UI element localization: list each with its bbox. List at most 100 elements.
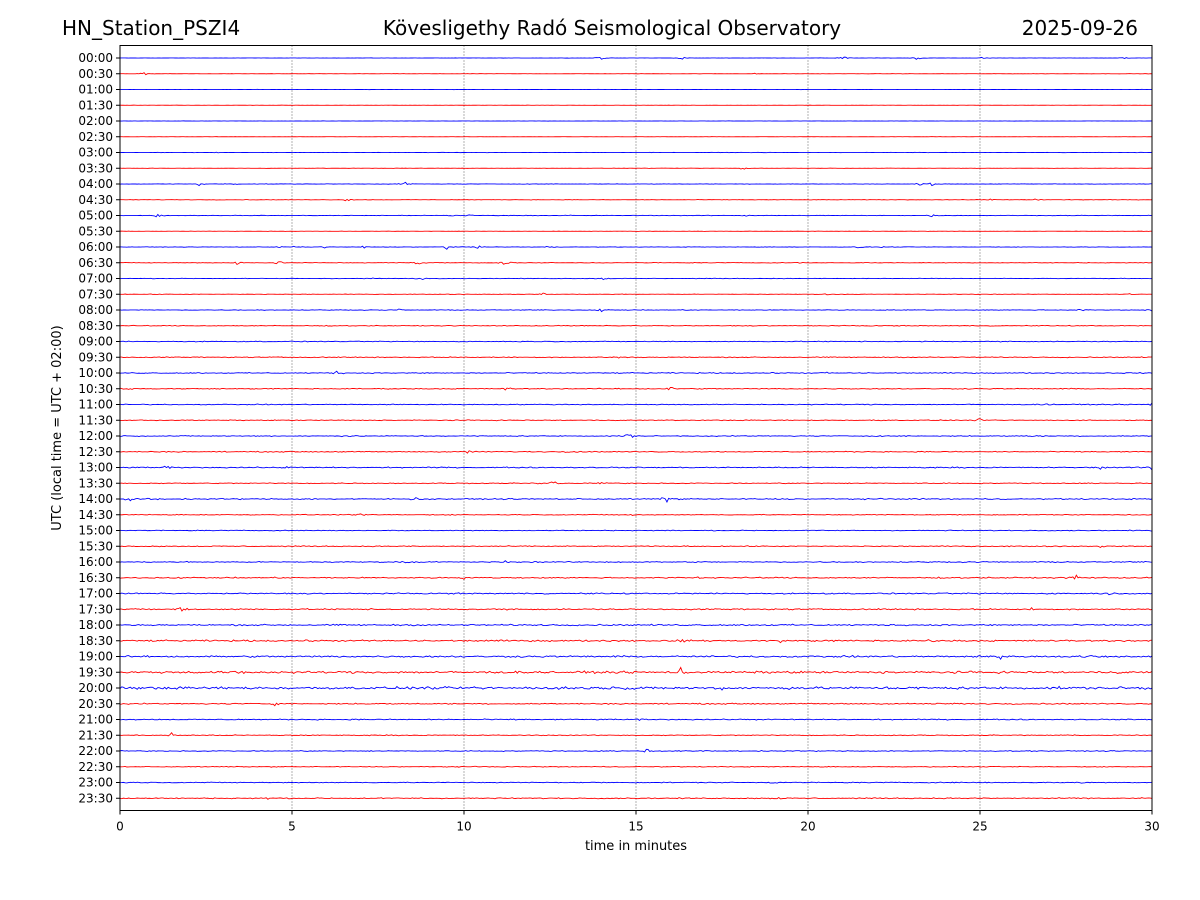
y-tick-label: 00:00 (78, 51, 113, 65)
seismogram-trace-2030 (119, 702, 1153, 707)
seismogram-trace-1600 (119, 560, 1153, 564)
seismogram-trace-0600 (119, 245, 1153, 250)
seismogram-trace-1030 (119, 387, 1152, 391)
plot-frame (119, 45, 1153, 811)
y-tick-label: 17:00 (78, 587, 113, 601)
y-tick-label: 08:00 (78, 303, 113, 317)
y-tick-label: 01:30 (78, 98, 113, 112)
y-tick-label: 05:30 (78, 224, 113, 238)
seismogram-trace-1100 (119, 402, 1153, 406)
y-tick-label: 06:00 (78, 240, 113, 254)
y-tick-label: 03:30 (78, 161, 113, 175)
seismogram-trace-1830 (119, 638, 1153, 644)
seismogram-trace-2000 (119, 685, 1153, 691)
y-tick-label: 07:00 (78, 272, 113, 286)
y-tick-label: 21:30 (78, 728, 113, 742)
seismogram-trace-0000 (119, 56, 1152, 60)
seismogram-trace-1230 (119, 450, 1153, 454)
seismogram-trace-2230 (119, 765, 1153, 768)
seismogram-trace-1000 (119, 370, 1153, 375)
y-tick-label: 09:30 (78, 350, 113, 364)
seismogram-trace-2300 (119, 781, 1153, 784)
y-tick-label: 14:00 (78, 492, 113, 506)
chart-title-station: HN_Station_PSZI4 (62, 16, 240, 40)
x-tick-label: 20 (800, 820, 815, 834)
x-tick-label: 0 (116, 820, 124, 834)
y-tick-label: 10:30 (78, 382, 113, 396)
y-tick-label: 20:30 (78, 697, 113, 711)
y-tick-label: 02:00 (78, 114, 113, 128)
y-tick-label: 02:30 (78, 130, 113, 144)
y-tick-label: 14:30 (78, 508, 113, 522)
seismogram-trace-2130 (119, 731, 1153, 737)
y-tick-label: 12:30 (78, 445, 113, 459)
seismogram-trace-0330 (119, 167, 1153, 170)
seismogram-trace-0300 (119, 151, 1153, 154)
seismogram-trace-1800 (119, 623, 1153, 627)
seismogram-trace-1200 (119, 434, 1153, 438)
x-tick-label: 30 (1144, 820, 1159, 834)
x-tick-label: 15 (628, 820, 643, 834)
seismogram-trace-1730 (119, 606, 1153, 612)
seismogram-trace-1630 (119, 574, 1153, 580)
seismogram-trace-1300 (119, 465, 1153, 471)
y-tick-label: 20:00 (78, 681, 113, 695)
y-tick-label: 04:30 (78, 193, 113, 207)
y-tick-label: 12:00 (78, 429, 113, 443)
y-tick-label: 22:00 (78, 744, 113, 758)
y-tick-label: 13:00 (78, 461, 113, 475)
y-tick-label: 08:30 (78, 319, 113, 333)
y-tick-label: 16:30 (78, 571, 113, 585)
vertical-gridlines (291, 45, 981, 811)
x-axis-label: time in minutes (585, 839, 687, 854)
seismogram-trace-1400 (119, 497, 1153, 503)
seismogram-trace-1430 (119, 513, 1153, 516)
y-tick-label: 16:00 (78, 555, 113, 569)
seismogram-trace-0030 (119, 72, 1153, 76)
y-tick-label: 11:30 (78, 413, 113, 427)
y-tick-label: 11:00 (78, 398, 113, 412)
y-tick-label: 23:00 (78, 776, 113, 790)
y-tick-label: 13:30 (78, 476, 113, 490)
y-tick-label: 21:00 (78, 713, 113, 727)
seismogram-trace-1900 (119, 654, 1153, 661)
seismogram-trace-0800 (119, 308, 1153, 313)
seismogram-trace-0930 (119, 356, 1153, 359)
seismogram-trace-2200 (119, 748, 1153, 753)
y-tick-label: 03:00 (78, 146, 113, 160)
y-tick-label: 00:30 (78, 67, 113, 81)
y-axis-label: UTC (local time = UTC + 02:00) (50, 325, 65, 530)
y-tick-label: 15:30 (78, 539, 113, 553)
seismogram-trace-1130 (119, 418, 1153, 422)
x-tick-label: 25 (972, 820, 987, 834)
y-tick-label: 06:30 (78, 256, 113, 270)
seismogram-trace-2100 (119, 718, 1153, 722)
y-tick-label: 09:00 (78, 335, 113, 349)
y-tick-label: 07:30 (78, 287, 113, 301)
y-tick-label: 15:00 (78, 524, 113, 538)
seismogram-trace-0500 (119, 213, 1153, 218)
x-tick-label: 10 (456, 820, 471, 834)
seismogram-trace-1530 (119, 545, 1153, 549)
seismogram-trace-2330 (119, 796, 1153, 800)
seismogram-traces (119, 56, 1153, 800)
y-tick-label: 17:30 (78, 602, 113, 616)
y-tick-label: 22:30 (78, 760, 113, 774)
seismogram-trace-0430 (119, 198, 1153, 202)
y-tick-label: 19:00 (78, 650, 113, 664)
y-tick-label: 18:30 (78, 634, 113, 648)
y-tick-label: 23:30 (78, 791, 113, 805)
y-tick-label: 04:00 (78, 177, 113, 191)
seismogram-trace-1930 (119, 666, 1153, 675)
chart-title-observatory: Kövesligethy Radó Seismological Observat… (383, 16, 841, 40)
seismogram-trace-1330 (119, 481, 1153, 485)
y-tick-label: 19:30 (78, 665, 113, 679)
seismogram-trace-0900 (119, 340, 1153, 343)
x-tick-label: 5 (288, 820, 296, 834)
y-tick-label: 01:00 (78, 83, 113, 97)
seismogram-trace-1700 (119, 592, 1153, 596)
seismogram-trace-0730 (119, 292, 1153, 296)
seismogram-trace-0830 (119, 324, 1153, 327)
x-axis-ticks: 0 5 10 15 20 25 30 (116, 810, 1160, 834)
